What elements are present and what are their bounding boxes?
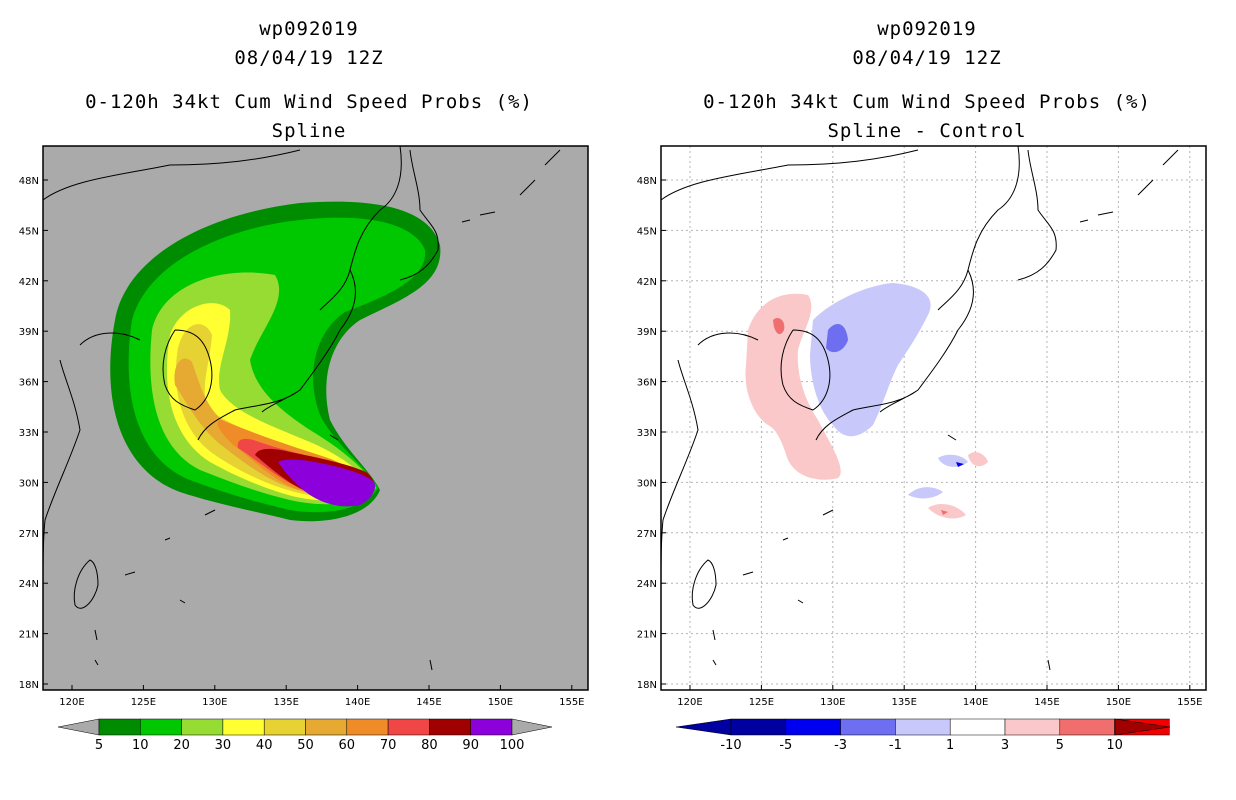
lon-label: 140E: [345, 697, 370, 708]
lon-label: 135E: [891, 697, 916, 708]
right-lon-labels: 120E 125E 130E 135E 140E 145E 150E 155E: [677, 685, 1203, 708]
lat-label: 48N: [637, 176, 657, 187]
lat-label: 42N: [19, 277, 39, 288]
lat-label: 48N: [19, 176, 39, 187]
colorbar-label: 20: [173, 738, 190, 753]
lat-label: 42N: [637, 277, 657, 288]
lon-label: 125E: [131, 697, 156, 708]
left-lat-labels: 48N 45N 42N 39N 36N 33N 30N 27N 24N 21N 18N: [19, 176, 48, 691]
colorbar-label: 30: [215, 738, 232, 753]
colorbar-box: [470, 718, 513, 736]
lon-label: 150E: [1106, 697, 1131, 708]
left-lon-labels: 120E 125E 130E 135E 140E 145E 150E 155E: [59, 685, 585, 708]
colorbar-box: [181, 718, 224, 736]
right-product-title: 0-120h 34kt Cum Wind Speed Probs (%): [703, 91, 1151, 113]
colorbar-label: 1: [946, 738, 954, 753]
colorbar-label: 60: [339, 738, 356, 753]
colorbar-box: [98, 718, 141, 736]
colorbar-box: [840, 718, 896, 736]
colorbar-label: -3: [834, 738, 847, 753]
left-colorbar: 5 10 20 30 40 50 60 70 80 90 100: [57, 718, 553, 753]
right-subtitle: Spline - Control: [827, 120, 1027, 142]
colorbar-box: [429, 718, 471, 736]
lat-label: 30N: [19, 478, 39, 489]
lon-label: 130E: [820, 697, 845, 708]
lat-label: 39N: [637, 327, 657, 338]
right-difference-contours: [745, 283, 988, 519]
lat-label: 39N: [19, 327, 39, 338]
lon-label: 155E: [559, 697, 584, 708]
colorbar-label: 5: [95, 738, 103, 753]
lat-label: 27N: [19, 529, 39, 540]
colorbar-box: [730, 718, 787, 736]
colorbar-label: 40: [256, 738, 273, 753]
lat-label: 36N: [637, 378, 657, 389]
right-datetime: 08/04/19 12Z: [852, 47, 1002, 69]
colorbar-box: [387, 718, 430, 736]
colorbar-label: 70: [380, 738, 397, 753]
colorbar-label: 5: [1056, 738, 1064, 753]
lat-label: 21N: [19, 630, 39, 641]
colorbar-box: [222, 718, 265, 736]
lat-label: 33N: [637, 428, 657, 439]
lon-label: 145E: [1034, 697, 1059, 708]
lon-label: 120E: [59, 697, 84, 708]
lon-label: 145E: [416, 697, 441, 708]
lon-label: 120E: [677, 697, 702, 708]
right-panel: wp092019 08/04/19 12Z 0-120h 34kt Cum Wi…: [618, 0, 1236, 800]
colorbar-label: 10: [1106, 738, 1123, 753]
colorbar-label: 10: [132, 738, 149, 753]
left-product-title: 0-120h 34kt Cum Wind Speed Probs (%): [85, 91, 533, 113]
colorbar-box: [305, 718, 348, 736]
lon-label: 140E: [963, 697, 988, 708]
colorbar-box: [263, 718, 306, 736]
colorbar-label: 80: [421, 738, 438, 753]
lat-label: 45N: [637, 226, 657, 237]
right-colorbar: -10 -5 -3 -1 1 3 5 10: [675, 718, 1171, 753]
left-probability-contours: [110, 201, 441, 522]
lon-label: 150E: [488, 697, 513, 708]
colorbar-box: [785, 718, 841, 736]
colorbar-label: -10: [720, 738, 741, 753]
lon-label: 130E: [202, 697, 227, 708]
lat-label: 45N: [19, 226, 39, 237]
colorbar-box: [949, 718, 1006, 736]
lat-label: 18N: [19, 680, 39, 691]
colorbar-box: [1059, 718, 1115, 736]
colorbar-box: [346, 718, 389, 736]
colorbar-box: [895, 718, 951, 736]
right-lat-labels: 48N 45N 42N 39N 36N 33N 30N 27N 24N 21N 18N: [637, 176, 666, 691]
lon-label: 135E: [273, 697, 298, 708]
lon-label: 155E: [1177, 697, 1202, 708]
colorbar-label: -1: [889, 738, 902, 753]
left-panel: wp092019 08/04/19 12Z 0-120h 34kt Cum Wi…: [19, 18, 589, 753]
colorbar-label: 50: [297, 738, 314, 753]
left-subtitle: Spline: [271, 120, 347, 142]
left-datetime: 08/04/19 12Z: [234, 47, 384, 69]
lat-label: 33N: [19, 428, 39, 439]
lat-label: 24N: [19, 579, 39, 590]
colorbar-label: -5: [779, 738, 792, 753]
colorbar-label: 3: [1001, 738, 1009, 753]
lat-label: 21N: [637, 630, 657, 641]
lon-label: 125E: [749, 697, 774, 708]
lat-label: 30N: [637, 478, 657, 489]
right-storm-id: wp092019: [877, 18, 977, 40]
colorbar-label: 90: [462, 738, 479, 753]
colorbar-label: 100: [500, 738, 525, 753]
lat-label: 27N: [637, 529, 657, 540]
colorbar-box: [1004, 718, 1061, 736]
left-storm-id: wp092019: [259, 18, 359, 40]
lat-label: 18N: [637, 680, 657, 691]
colorbar-box: [140, 718, 182, 736]
lat-label: 36N: [19, 378, 39, 389]
lat-label: 24N: [637, 579, 657, 590]
